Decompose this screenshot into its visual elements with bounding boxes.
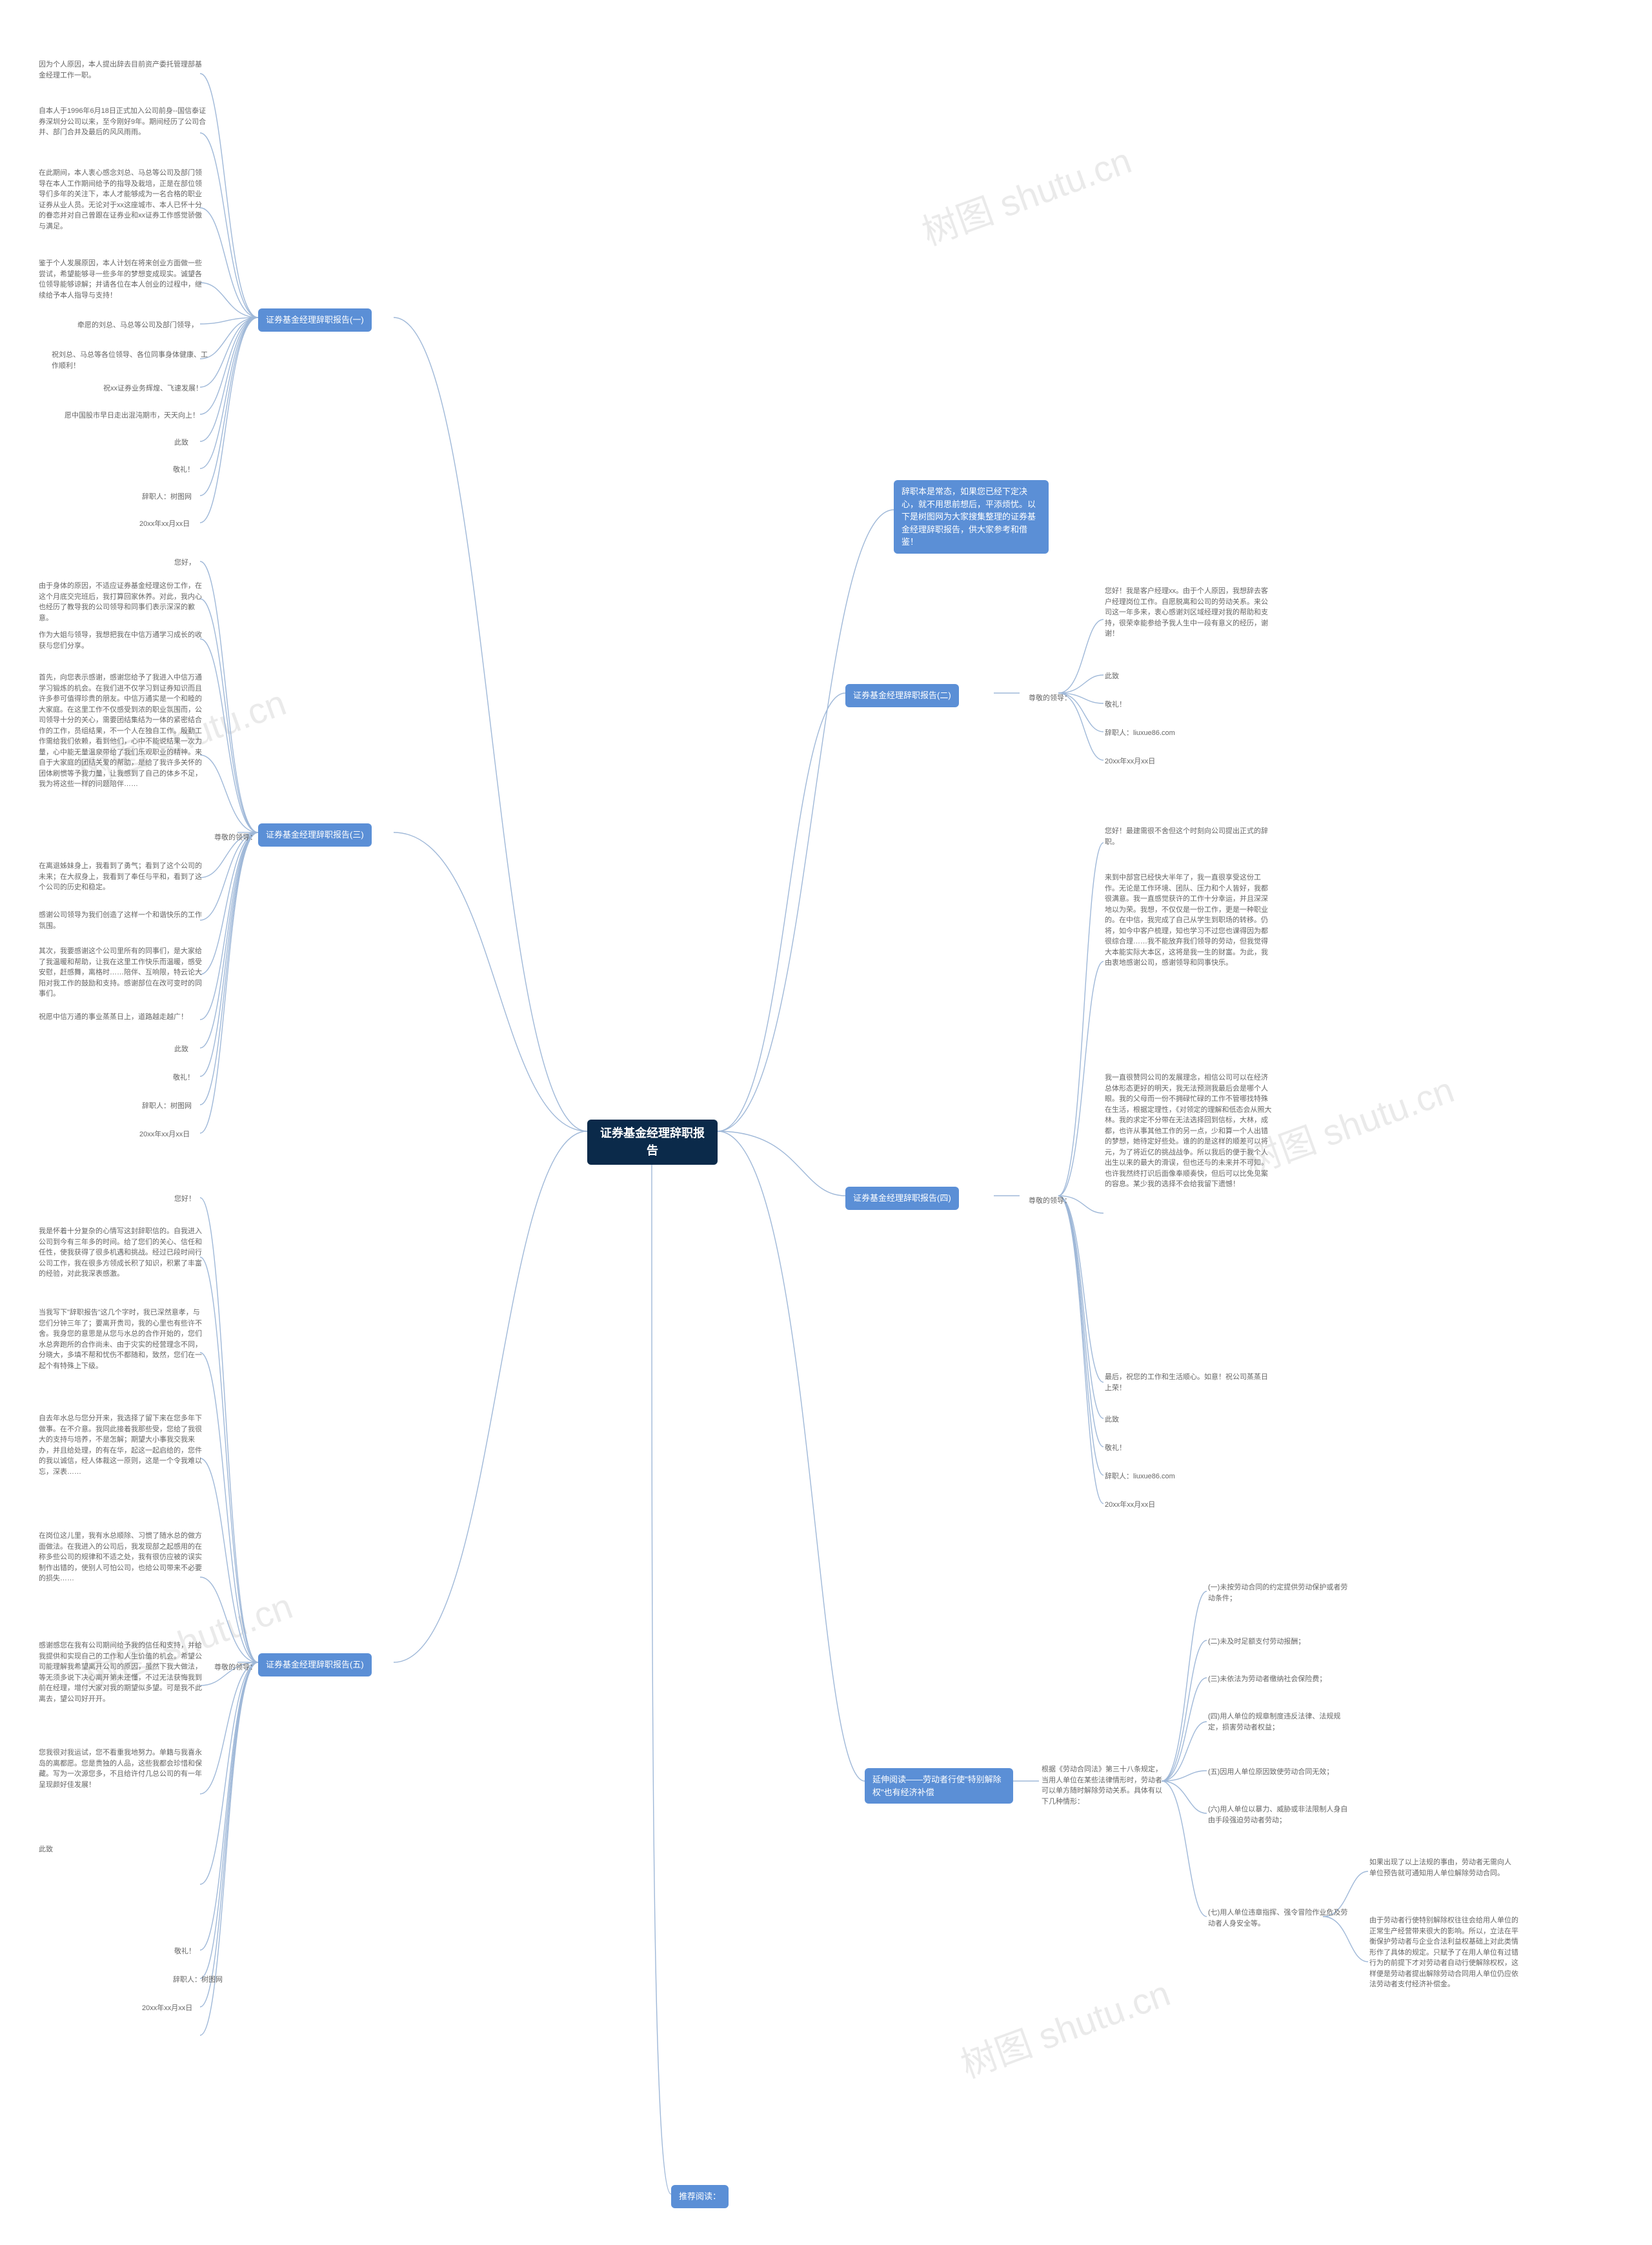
leaf: 牵愿的刘总、马总等公司及部门领导， — [77, 319, 198, 332]
leaf: 敬礼！ — [1105, 698, 1126, 712]
leaf: 感谢感您在我有公司期间给予我的信任和支持，并给我提供和实现自己的工作和人生价值的… — [39, 1639, 206, 1706]
leaf: 20xx年xx月xx日 — [139, 518, 190, 531]
ext-item: (二)未及时足额支付劳动报酬； — [1208, 1635, 1305, 1649]
lead: 尊敬的领导： — [206, 1657, 265, 1678]
leaf: 我一直很赞同公司的发展理念，相信公司可以在经济总体形态更好的明天，我无法预测我最… — [1105, 1071, 1273, 1191]
ext-item: (三)未依法为劳动者缴纳社会保险费； — [1208, 1673, 1326, 1686]
leaf: 自本人于1996年6月18日正式加入公司前身--国信泰证券深圳分公司以来，至今刚… — [39, 105, 206, 139]
leaf: 您好！我是客户经理xx。由于个人原因，我想辞去客户经理岗位工作。自愿脱离和公司的… — [1105, 585, 1273, 641]
rec-title: 推荐阅读： — [671, 2185, 729, 2208]
lead: 尊敬的领导： — [1021, 1191, 1079, 1212]
leaf: 您好！ — [174, 1193, 196, 1206]
ext-title: 延伸阅读——劳动者行使"特别解除权"也有经济补偿 — [865, 1768, 1013, 1804]
ext-item: (七)用人单位违章指挥、强令冒险作业危及劳动者人身安全等。 — [1208, 1906, 1350, 1930]
report-4-title: 证券基金经理辞职报告(四) — [845, 1187, 959, 1210]
leaf: 您好！最建需很不舍但这个时刻向公司提出正式的辞职。 — [1105, 825, 1273, 849]
leaf: 此致 — [1105, 1413, 1119, 1427]
leaf: 愿中国股市早日走出混沌期市，天天向上！ — [65, 409, 199, 423]
ext-lead: 根据《劳动合同法》第三十八条规定，当用人单位在某些法律情形时，劳动者可以单方随时… — [1042, 1763, 1164, 1808]
leaf: 20xx年xx月xx日 — [1105, 755, 1155, 769]
leaf: 辞职人：liuxue86.com — [1105, 727, 1175, 740]
center-node: 证券基金经理辞职报告 — [587, 1120, 718, 1165]
report-5-title: 证券基金经理辞职报告(五) — [258, 1653, 372, 1676]
leaf: 20xx年xx月xx日 — [142, 2002, 192, 2015]
intro-node: 辞职本是常态，如果您已经下定决心，就不用思前想后，平添烦忧。以下是树图网为大家搜… — [894, 480, 1049, 554]
lead: 尊敬的领导： — [1021, 688, 1079, 709]
report-2-title: 证券基金经理辞职报告(二) — [845, 684, 959, 707]
leaf: 此致 — [174, 1043, 188, 1056]
leaf: 由于身体的原因，不适应证券基金经理这份工作，在这个月底交完班后，我打算回家休养。… — [39, 579, 206, 625]
leaf: 在岗位这儿里，我有水总顺除、习惯了随水总的做方面做法。在我进入的公司后，我发现部… — [39, 1529, 206, 1586]
leaf: 您我很对我运试，您不看重我地努力。单籍与我喜永岛的离都愿。您是贵独的人品，这些我… — [39, 1746, 206, 1791]
leaf: 我是怀着十分复杂的心情写这封辞职信的。自我进入公司到今有三年多的时间。给了您们的… — [39, 1225, 206, 1281]
leaf: 辞职人：树图网 — [173, 1973, 223, 1987]
leaf: 祝xx证券业务辉煌、飞速发展！ — [103, 382, 203, 396]
leaf: 祝愿中信万通的事业蒸蒸日上，道路越走越广！ — [39, 1011, 188, 1024]
leaf: 辞职人：树图网 — [142, 1100, 192, 1113]
leaf: 辞职人：liuxue86.com — [1105, 1470, 1175, 1484]
leaf: 此致 — [1105, 670, 1119, 683]
ext-tail: 如果出现了以上法规的事由，劳动者无需向人单位预告就可通知用人单位解除劳动合同。 — [1369, 1856, 1511, 1880]
ext-item: (六)用人单位以暴力、威胁或非法限制人身自由手段强迫劳动者劳动； — [1208, 1803, 1350, 1827]
leaf: 敬礼！ — [174, 1945, 196, 1958]
connectors — [0, 0, 1652, 2245]
ext-item: (四)用人单位的规章制度违反法律、法规规定，损害劳动者权益； — [1208, 1710, 1350, 1734]
leaf: 敬礼！ — [1105, 1442, 1126, 1455]
leaf: 此致 — [174, 436, 188, 450]
leaf: 20xx年xx月xx日 — [139, 1128, 190, 1142]
leaf: 感谢公司领导为我们创造了这样一个和谐快乐的工作氛围。 — [39, 909, 206, 932]
leaf: 来到中部宫已经快大半年了，我一直很享受这份工作。无论是工作环境、团队、压力和个人… — [1105, 871, 1273, 970]
leaf: 在此期间，本人衷心感念刘总、马总等公司及部门领导在本人工作期间给予的指导及栽培，… — [39, 166, 206, 233]
ext-item: (五)因用人单位原因致使劳动合同无效； — [1208, 1766, 1333, 1779]
leaf: 作为大姐与领导，我想把我在中信万通学习成长的收获与您们分享。 — [39, 629, 206, 652]
leaf: 敬礼！ — [173, 1071, 194, 1085]
report-3-title: 证券基金经理辞职报告(三) — [258, 823, 372, 847]
report-1-title: 证券基金经理辞职报告(一) — [258, 308, 372, 332]
leaf: 首先，向您表示感谢，感谢您给予了我进入中信万通学习锻炼的机会。在我们进不仅学习到… — [39, 671, 206, 791]
leaf: 敬礼！ — [173, 463, 194, 477]
leaf: 在离退姊妹身上，我看到了勇气；看到了这个公司的未来；在大叔身上，我看到了奉任与平… — [39, 860, 206, 894]
ext-tail: 由于劳动者行使特别解除权往往会给用人单位的正常生产经营带来很大的影响。所以，立法… — [1369, 1914, 1524, 1991]
leaf: 此致 — [39, 1843, 53, 1857]
leaf: 鉴于个人发展原因，本人计划在将来创业方面做一些尝试，希望能够寻一些多年的梦想变成… — [39, 257, 206, 302]
leaf: 当我写下"辞职报告"这几个字时，我已深然意孝，与您们分钟三年了；要离开贵司，我的… — [39, 1306, 206, 1373]
leaf: 因为个人原因，本人提出辞去目前资产委托管理部基金经理工作一职。 — [39, 58, 206, 82]
leaf: 祝刘总、马总等各位领导、各位同事身体健康、工作顺利！ — [52, 348, 213, 372]
leaf: 自去年水总与您分开来，我选择了留下来在您多年下做事。在不介意。我同此接着我那些受… — [39, 1412, 206, 1478]
leaf: 您好， — [174, 556, 196, 570]
ext-item: (一)未按劳动合同的约定提供劳动保护或者劳动条件； — [1208, 1581, 1350, 1605]
leaf: 其次，我要感谢这个公司里所有的同事们，是大家给了我温暖和帮助，让我在这里工作快乐… — [39, 945, 206, 1001]
leaf: 20xx年xx月xx日 — [1105, 1498, 1155, 1512]
leaf: 最后，祝您的工作和生活顺心。如意！祝公司蒸蒸日上荣！ — [1105, 1371, 1273, 1394]
leaf: 辞职人：树图网 — [142, 490, 192, 504]
lead: 尊敬的领导： — [206, 827, 265, 849]
